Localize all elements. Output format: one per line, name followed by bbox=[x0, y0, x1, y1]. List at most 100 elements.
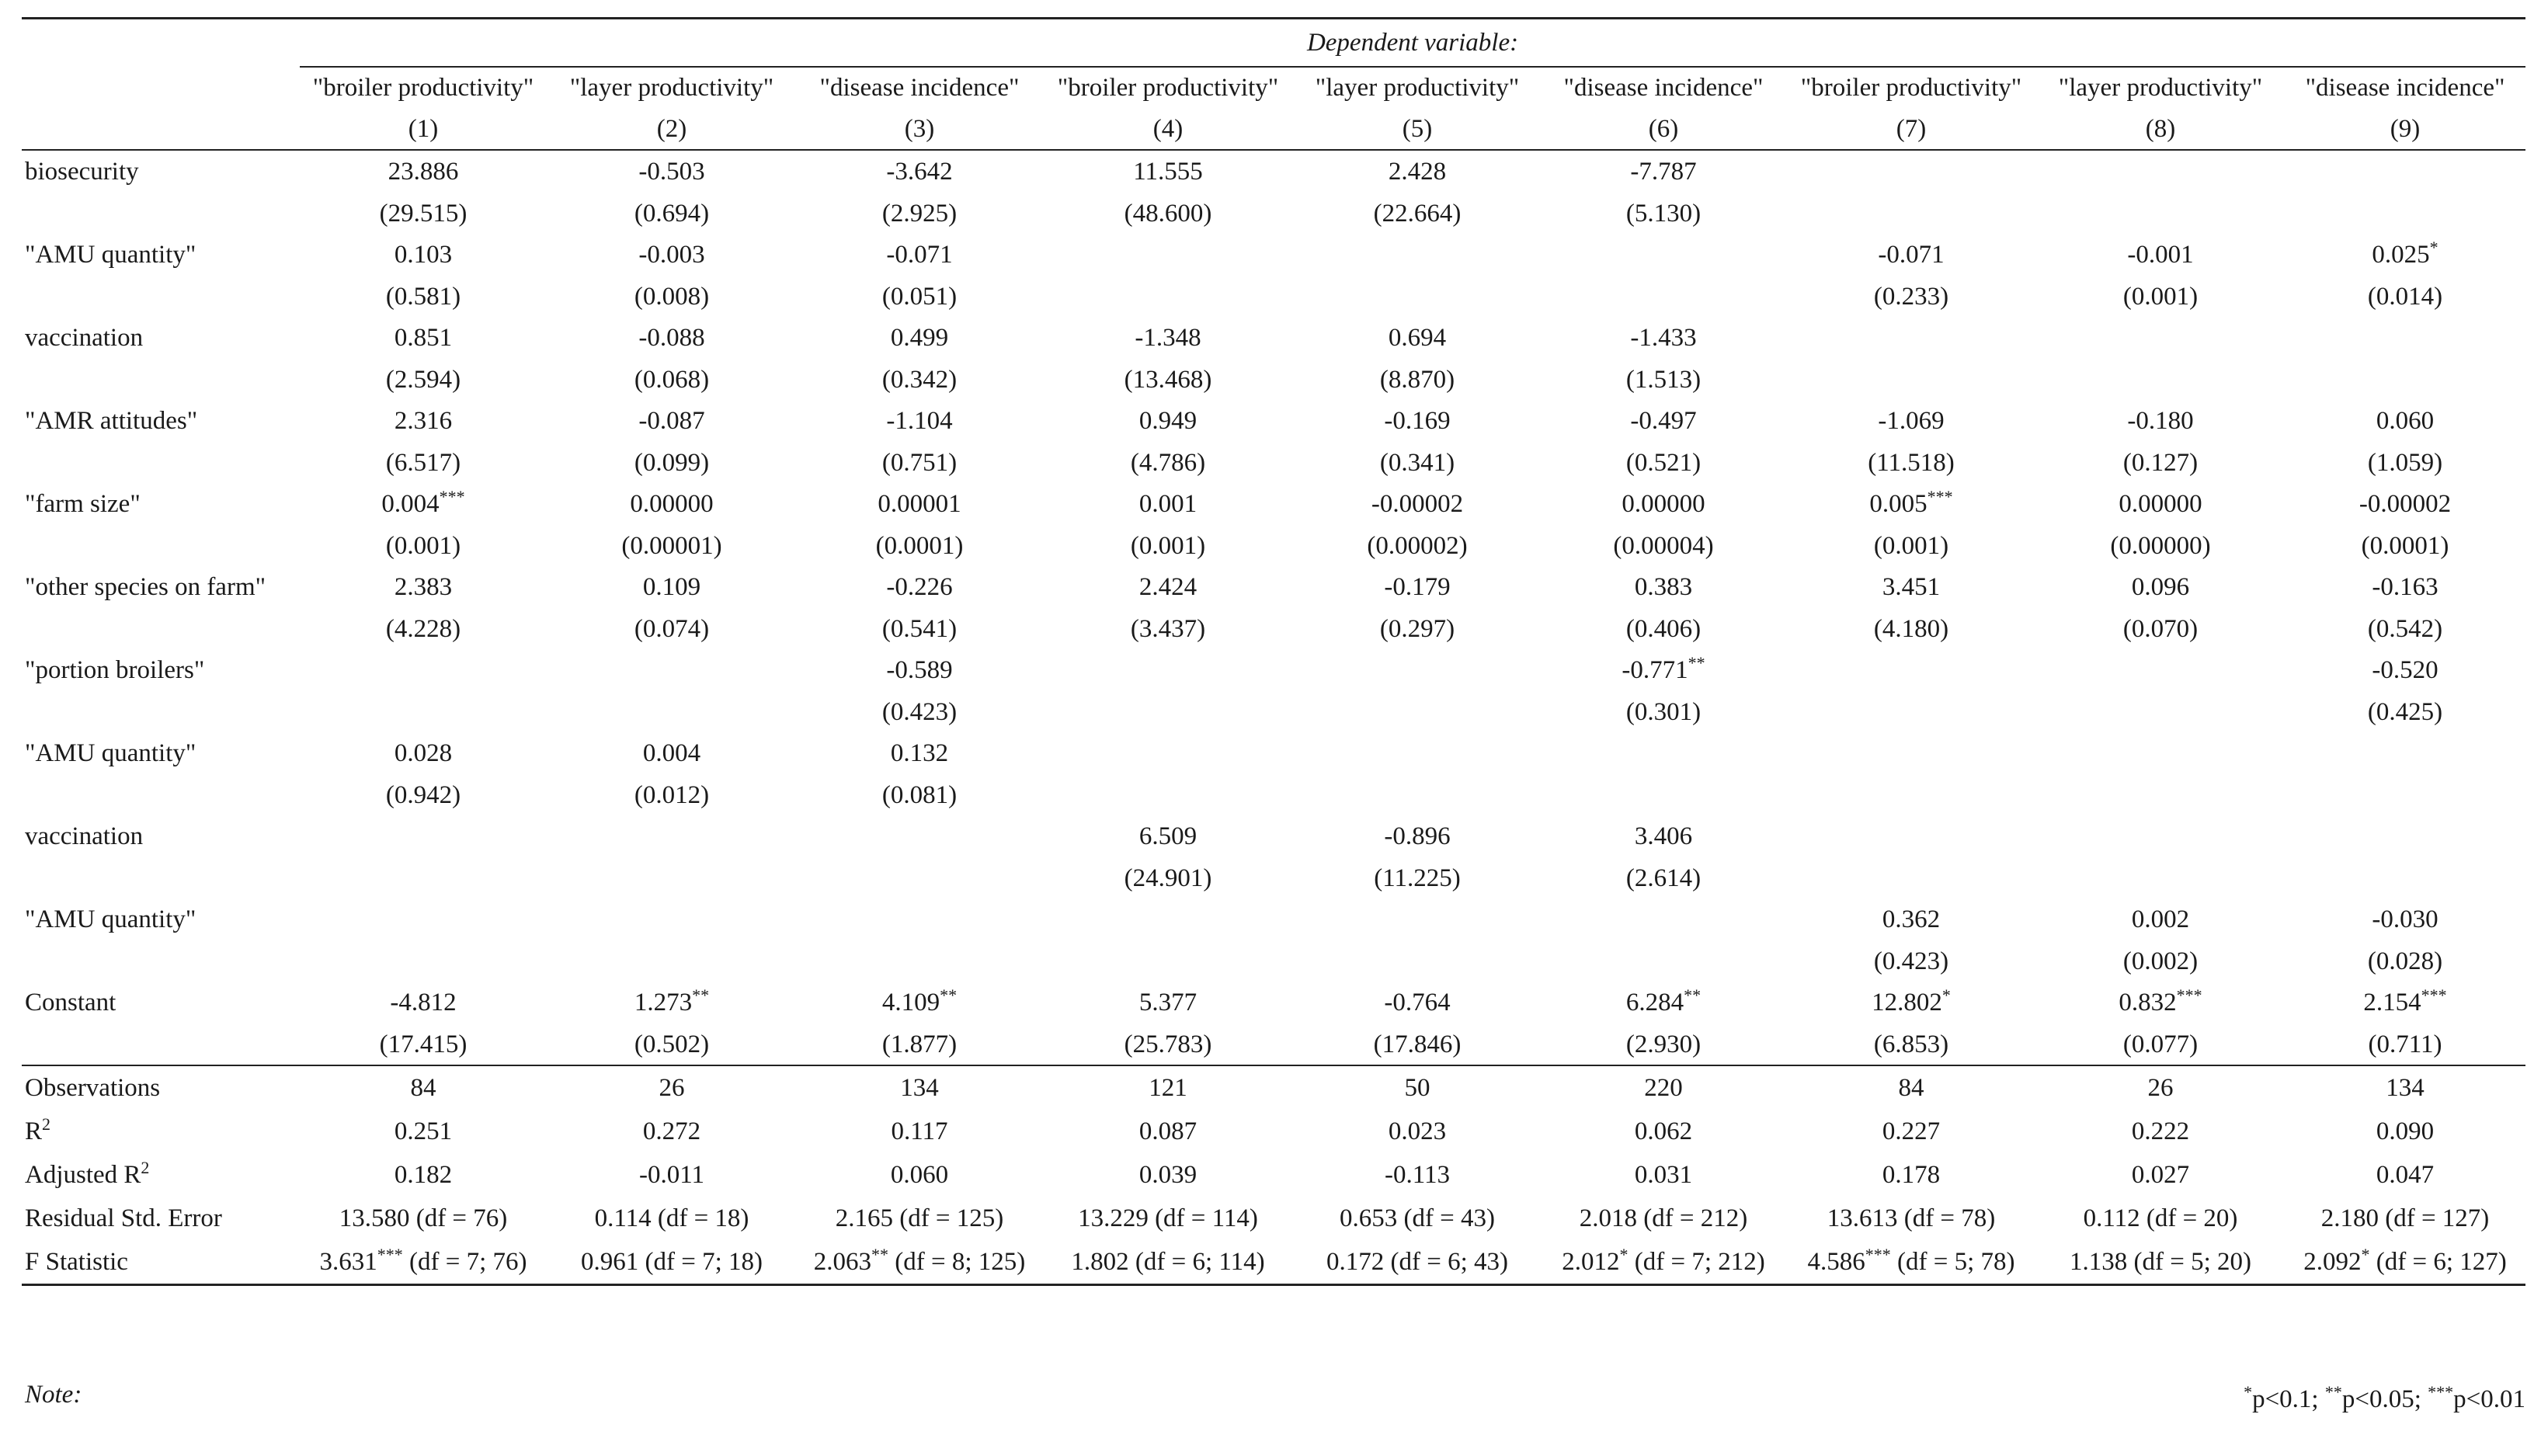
standard-error-row: (0.423) (0.002) (0.028) bbox=[22, 941, 2525, 982]
standard-error-cell bbox=[2036, 692, 2285, 732]
cell-value: (0.542) bbox=[2367, 614, 2443, 643]
cell-value: (0.00002) bbox=[1367, 531, 1468, 560]
cell-value: (6.517) bbox=[385, 448, 461, 477]
cell-value: 1.802 bbox=[1071, 1247, 1129, 1276]
standard-error-cell: (0.068) bbox=[547, 360, 797, 400]
standard-error-cell bbox=[300, 858, 547, 898]
cell-value: 13.229 (df = 114) bbox=[1078, 1204, 1258, 1232]
cell-value: -1.069 bbox=[1878, 407, 1945, 435]
standard-error-cell bbox=[1042, 775, 1294, 815]
significance-stars: *** bbox=[1865, 1244, 1891, 1264]
standard-error-cell: (2.614) bbox=[1541, 858, 1786, 898]
cell-value: 0.178 bbox=[1882, 1160, 1941, 1189]
coefficient-cell: 0.362 bbox=[1786, 898, 2036, 941]
cell-value: (0.002) bbox=[2122, 947, 2199, 975]
statistic-cell: 84 bbox=[1786, 1065, 2036, 1110]
coefficient-cell: 0.832*** bbox=[2036, 982, 2285, 1024]
cell-value: 0.182 bbox=[394, 1160, 453, 1189]
cell-value: -1.104 bbox=[886, 407, 953, 435]
stub-cell bbox=[22, 67, 300, 109]
cell-value: -0.071 bbox=[886, 241, 953, 269]
cell-value: 4.586 bbox=[1807, 1247, 1865, 1276]
coefficient-cell: 0.00001 bbox=[797, 483, 1042, 526]
cell-value: "layer productivity" bbox=[2058, 74, 2263, 102]
cell-value: (17.846) bbox=[1373, 1030, 1462, 1058]
coefficient-cell bbox=[2036, 317, 2285, 360]
coefficient-cell bbox=[2285, 815, 2525, 858]
significance-stars: *** bbox=[1927, 487, 1953, 506]
standard-error-cell bbox=[2285, 360, 2525, 400]
cell-value: 2.063 bbox=[813, 1247, 871, 1276]
column-number-4: (4) bbox=[1042, 109, 1294, 150]
standard-error-cell: (0.342) bbox=[797, 360, 1042, 400]
cell-value: -0.00002 bbox=[2359, 490, 2452, 518]
statistic-cell: 220 bbox=[1541, 1065, 1786, 1110]
cell-value: 4.109 bbox=[881, 989, 940, 1016]
cell-value: (4.180) bbox=[1873, 614, 1949, 643]
cell-value: 2.180 (df = 127) bbox=[2320, 1204, 2490, 1232]
standard-error-cell: (0.00001) bbox=[547, 526, 797, 566]
coefficient-cell: 2.424 bbox=[1042, 566, 1294, 609]
standard-error-cell: (0.001) bbox=[1042, 526, 1294, 566]
coefficient-cell: -0.00002 bbox=[1294, 483, 1541, 526]
cell-value: 0.023 bbox=[1388, 1117, 1447, 1145]
significance-stars: ** bbox=[1688, 653, 1705, 672]
standard-error-cell bbox=[1294, 276, 1541, 317]
cell-value: (0.00004) bbox=[1613, 531, 1714, 560]
standard-error-cell bbox=[2036, 858, 2285, 898]
statistic-cell: 2.063** (df = 8; 125) bbox=[797, 1240, 1042, 1286]
coefficient-cell: -1.348 bbox=[1042, 317, 1294, 360]
column-numbers-row: (1) (2) (3) (4) (5) (6) (7) (8) (9) bbox=[22, 109, 2525, 150]
cell-value: 2.165 (df = 125) bbox=[835, 1204, 1004, 1232]
standard-error-cell: (13.468) bbox=[1042, 360, 1294, 400]
cell-value: (0.521) bbox=[1625, 448, 1702, 477]
cell-df: (df = 5; 20) bbox=[2127, 1247, 2252, 1276]
standard-error-cell: (3.437) bbox=[1042, 609, 1294, 649]
coefficient-cell: 0.025* bbox=[2285, 234, 2525, 276]
cell-value: -0.589 bbox=[886, 656, 953, 684]
cell-value: -3.642 bbox=[886, 158, 953, 186]
column-header-5: "layer productivity" bbox=[1294, 67, 1541, 109]
cell-value: (1.877) bbox=[881, 1030, 958, 1058]
cell-value: -1.433 bbox=[1630, 324, 1697, 352]
significance-stars: *** bbox=[2421, 985, 2447, 1005]
coefficient-cell bbox=[797, 898, 1042, 941]
cell-value: 0.031 bbox=[1634, 1160, 1693, 1189]
cell-value: (0.001) bbox=[1873, 531, 1949, 560]
standard-error-cell: (0.581) bbox=[300, 276, 547, 317]
coefficient-cell: 2.383 bbox=[300, 566, 547, 609]
standard-error-cell: (0.001) bbox=[300, 526, 547, 566]
standard-error-row: (0.001) (0.00001) (0.0001) (0.001) (0.00002)… bbox=[22, 526, 2525, 566]
cell-value: (2.594) bbox=[385, 365, 461, 394]
statistic-cell: 0.172 (df = 6; 43) bbox=[1294, 1240, 1541, 1286]
cell-value: 0.039 bbox=[1138, 1160, 1198, 1189]
coefficient-cell: 0.00000 bbox=[2036, 483, 2285, 526]
coefficient-cell: -0.520 bbox=[2285, 649, 2525, 692]
cell-value: -0.226 bbox=[886, 573, 953, 601]
coefficient-row: "other species on farm" 2.383 0.109 -0.226 2… bbox=[22, 566, 2525, 609]
coefficient-cell: -0.00002 bbox=[2285, 483, 2525, 526]
cell-value: 1.273 bbox=[634, 989, 693, 1016]
statistic-cell: 3.631*** (df = 7; 76) bbox=[300, 1240, 547, 1286]
coefficient-cell: 0.004*** bbox=[300, 483, 547, 526]
coefficient-cell bbox=[1786, 815, 2036, 858]
standard-error-row: (24.901) (11.225) (2.614) bbox=[22, 858, 2525, 898]
coefficient-cell: -0.088 bbox=[547, 317, 797, 360]
standard-error-cell: (0.406) bbox=[1541, 609, 1786, 649]
cell-df: (df = 8; 125) bbox=[888, 1247, 1026, 1276]
cell-value: (0.0001) bbox=[2361, 531, 2449, 560]
standard-error-cell: (0.012) bbox=[547, 775, 797, 815]
cell-value: (6) bbox=[1648, 114, 1679, 143]
coefficient-cell: 4.109** bbox=[797, 982, 1042, 1024]
standard-error-cell: (5.130) bbox=[1541, 193, 1786, 234]
statistic-cell: 0.060 bbox=[797, 1153, 1042, 1197]
row-label bbox=[22, 941, 300, 982]
cell-value: 26 bbox=[2147, 1073, 2174, 1102]
table-body: Dependent variable: "broiler productivit… bbox=[22, 17, 2526, 1286]
statistic-cell: 0.178 bbox=[1786, 1153, 2036, 1197]
statistic-cell: 26 bbox=[2036, 1065, 2285, 1110]
coefficient-cell: -0.771** bbox=[1541, 649, 1786, 692]
coefficient-cell: -0.001 bbox=[2036, 234, 2285, 276]
label-superscript: 2 bbox=[42, 1114, 51, 1134]
